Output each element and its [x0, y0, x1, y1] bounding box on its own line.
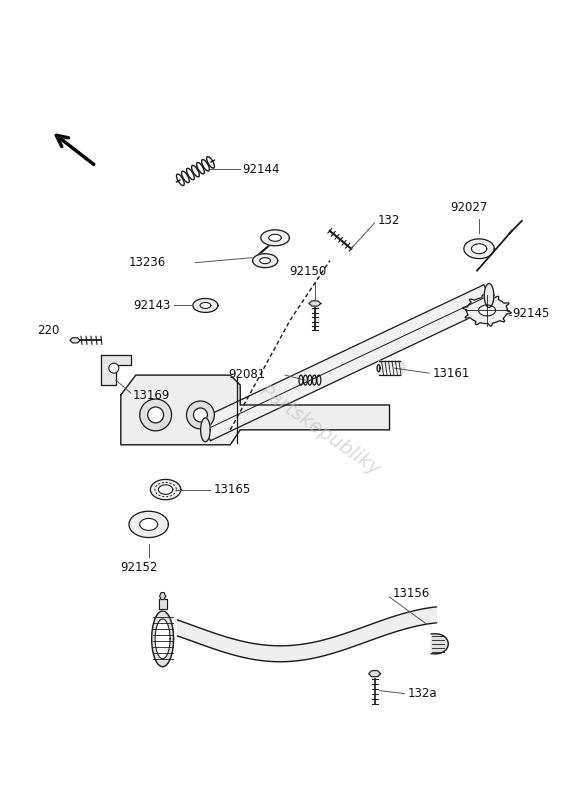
Text: 92145: 92145	[512, 307, 549, 320]
Circle shape	[109, 363, 119, 373]
Polygon shape	[177, 607, 436, 662]
Polygon shape	[261, 230, 290, 246]
Polygon shape	[463, 294, 512, 326]
Polygon shape	[464, 239, 494, 258]
Polygon shape	[121, 375, 390, 445]
Polygon shape	[479, 305, 495, 316]
Polygon shape	[155, 619, 170, 658]
Polygon shape	[150, 479, 181, 500]
Polygon shape	[193, 298, 218, 313]
Text: 92152: 92152	[120, 562, 157, 574]
Polygon shape	[201, 285, 494, 441]
Polygon shape	[472, 244, 487, 254]
Polygon shape	[369, 670, 380, 677]
Text: 92143: 92143	[133, 299, 171, 312]
Text: 132a: 132a	[407, 687, 437, 700]
Text: 92150: 92150	[289, 265, 327, 278]
Text: 132: 132	[377, 214, 400, 227]
Polygon shape	[253, 254, 277, 268]
Circle shape	[194, 408, 208, 422]
Polygon shape	[377, 365, 380, 372]
Text: 13169: 13169	[133, 389, 170, 402]
Polygon shape	[201, 418, 210, 442]
Polygon shape	[160, 593, 165, 599]
Text: 13156: 13156	[392, 586, 430, 599]
Polygon shape	[401, 361, 405, 375]
Polygon shape	[70, 338, 80, 343]
Polygon shape	[101, 355, 131, 385]
Text: 92081: 92081	[228, 368, 265, 381]
Text: 13161: 13161	[432, 366, 470, 380]
Polygon shape	[129, 511, 168, 538]
Circle shape	[148, 407, 164, 423]
Circle shape	[187, 401, 214, 429]
Polygon shape	[158, 599, 166, 609]
Polygon shape	[151, 611, 173, 666]
Polygon shape	[200, 302, 211, 309]
Polygon shape	[158, 485, 173, 494]
Polygon shape	[431, 634, 448, 654]
Text: 13165: 13165	[213, 483, 251, 496]
Polygon shape	[309, 301, 321, 306]
Text: Partskepubliky: Partskepubliky	[255, 381, 384, 478]
Polygon shape	[260, 258, 271, 264]
Text: 220: 220	[37, 324, 59, 337]
Text: 92144: 92144	[242, 162, 280, 176]
Circle shape	[140, 399, 172, 431]
Polygon shape	[140, 518, 158, 530]
Text: 92027: 92027	[450, 201, 488, 214]
Polygon shape	[379, 361, 405, 375]
Polygon shape	[269, 234, 281, 242]
Polygon shape	[484, 283, 494, 307]
Text: 13236: 13236	[128, 256, 165, 269]
